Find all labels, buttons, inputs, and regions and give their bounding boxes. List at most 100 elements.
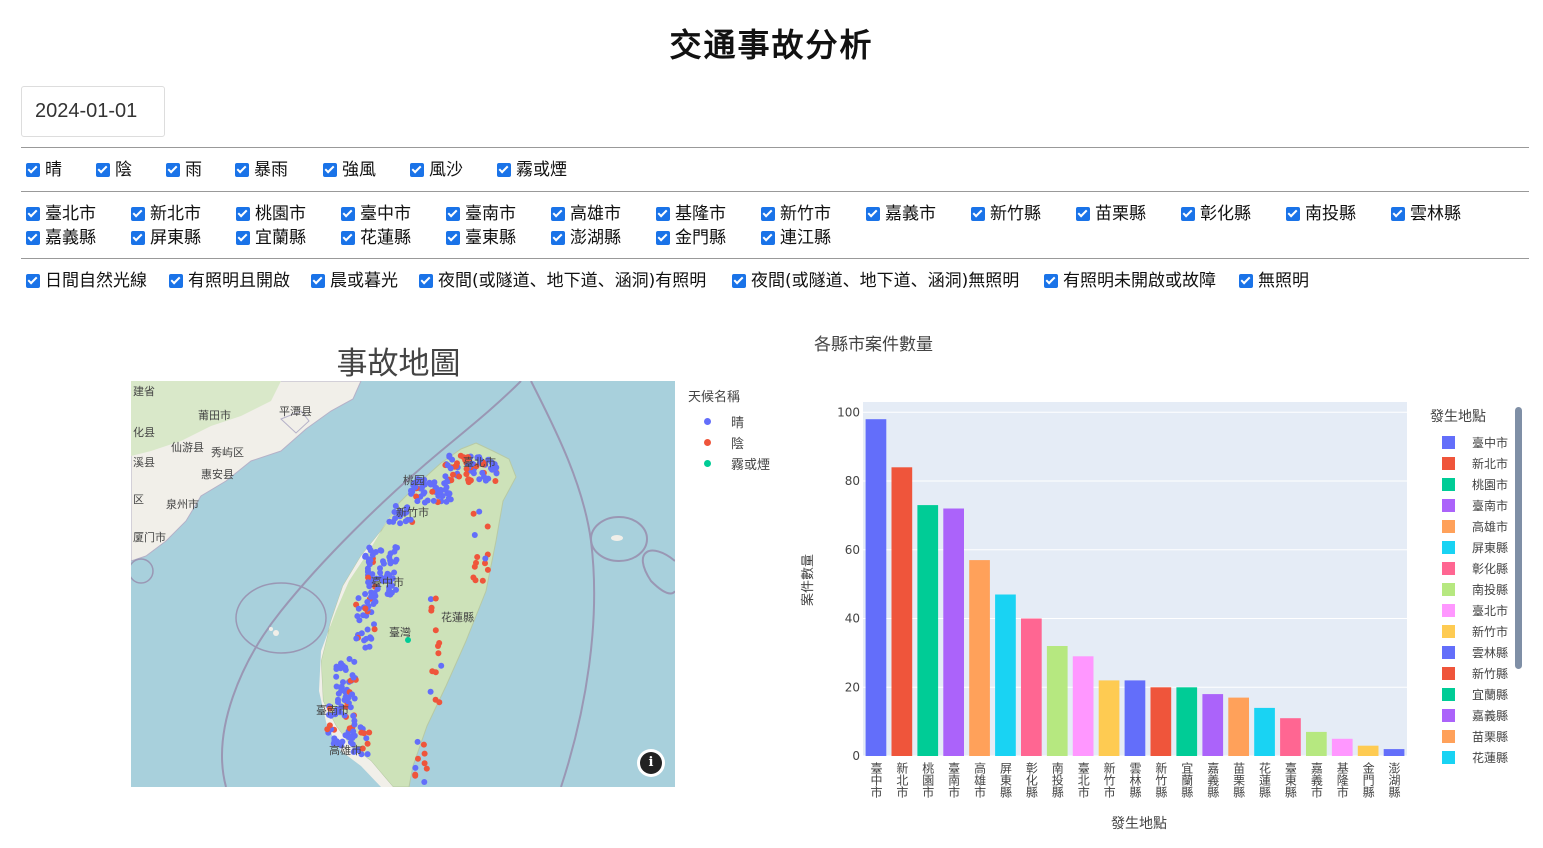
bar-legend-item[interactable]: 南投縣 [1430,579,1508,600]
light-checkbox[interactable]: 有照明且開啟 [169,271,290,291]
bar-legend-item[interactable]: 新竹縣 [1430,663,1508,684]
light-checkbox[interactable]: 晨或暮光 [311,271,398,291]
weather-checkbox[interactable]: 強風 [323,160,376,180]
checkbox-checked-icon[interactable] [26,231,40,245]
weather-checkbox[interactable]: 風沙 [410,160,463,180]
checkbox-checked-icon[interactable] [656,231,670,245]
bar-legend-item[interactable]: 臺南市 [1430,495,1508,516]
county-checkbox[interactable]: 雲林縣 [1391,204,1461,224]
weather-checkbox[interactable]: 晴 [26,160,62,180]
checkbox-checked-icon[interactable] [971,207,985,221]
checkbox-checked-icon[interactable] [323,163,337,177]
county-checkbox[interactable]: 連江縣 [761,228,831,248]
checkbox-checked-icon[interactable] [166,163,180,177]
checkbox-checked-icon[interactable] [169,274,183,288]
checkbox-checked-icon[interactable] [341,207,355,221]
weather-checkbox[interactable]: 霧或煙 [497,160,567,180]
checkbox-checked-icon[interactable] [656,207,670,221]
bar[interactable] [865,419,887,756]
bar-legend-item[interactable]: 桃園市 [1430,474,1508,495]
checkbox-checked-icon[interactable] [341,231,355,245]
bar-legend-item[interactable]: 臺北市 [1430,600,1508,621]
bar-legend-item[interactable]: 雲林縣 [1430,642,1508,663]
bar-legend-item[interactable]: 彰化縣 [1430,558,1508,579]
map-legend-item[interactable]: 陰 [688,432,770,453]
checkbox-checked-icon[interactable] [1181,207,1195,221]
checkbox-checked-icon[interactable] [236,207,250,221]
checkbox-checked-icon[interactable] [1391,207,1405,221]
weather-checkbox[interactable]: 雨 [166,160,202,180]
checkbox-checked-icon[interactable] [131,207,145,221]
light-checkbox[interactable]: 日間自然光線 [26,271,147,291]
checkbox-checked-icon[interactable] [551,231,565,245]
bar-legend-item[interactable]: 屏東縣 [1430,537,1508,558]
checkbox-checked-icon[interactable] [497,163,511,177]
bar-legend-item[interactable]: 臺中市 [1430,432,1508,453]
county-checkbox[interactable]: 高雄市 [551,204,621,224]
bar-legend-item[interactable]: 苗栗縣 [1430,726,1508,747]
bar[interactable] [1124,680,1146,756]
checkbox-checked-icon[interactable] [761,231,775,245]
checkbox-checked-icon[interactable] [1044,274,1058,288]
legend-scrollbar[interactable] [1515,407,1522,669]
bar[interactable] [969,560,990,756]
checkbox-checked-icon[interactable] [410,163,424,177]
checkbox-checked-icon[interactable] [311,274,325,288]
map-legend-item[interactable]: 霧或煙 [688,453,770,474]
bar-legend-item[interactable]: 新北市 [1430,453,1508,474]
light-checkbox[interactable]: 夜間(或隧道、地下道、涵洞)有照明 [419,271,706,291]
bar[interactable] [1228,697,1249,756]
bar[interactable] [891,467,913,756]
light-checkbox[interactable]: 無照明 [1239,271,1309,291]
county-checkbox[interactable]: 金門縣 [656,228,726,248]
county-checkbox[interactable]: 桃園市 [236,204,306,224]
county-checkbox[interactable]: 新北市 [131,204,201,224]
bar[interactable] [943,508,964,757]
bar[interactable] [1280,718,1301,756]
checkbox-checked-icon[interactable] [1286,207,1300,221]
county-checkbox[interactable]: 新竹縣 [971,204,1041,224]
bar[interactable] [1046,646,1068,756]
county-checkbox[interactable]: 臺東縣 [446,228,516,248]
county-checkbox[interactable]: 花蓮縣 [341,228,411,248]
map-info-icon[interactable]: i [640,752,662,774]
bar[interactable] [1306,731,1327,756]
map-legend-item[interactable]: 晴 [688,411,770,432]
checkbox-checked-icon[interactable] [1239,274,1253,288]
county-checkbox[interactable]: 嘉義縣 [26,228,96,248]
bar-legend-item[interactable]: 嘉義縣 [1430,705,1508,726]
checkbox-checked-icon[interactable] [866,207,880,221]
bar[interactable] [1021,618,1042,757]
checkbox-checked-icon[interactable] [446,207,460,221]
county-checkbox[interactable]: 臺中市 [341,204,411,224]
checkbox-checked-icon[interactable] [26,163,40,177]
county-checkbox[interactable]: 基隆市 [656,204,726,224]
checkbox-checked-icon[interactable] [26,207,40,221]
bar[interactable] [1072,656,1094,756]
county-checkbox[interactable]: 嘉義市 [866,204,936,224]
county-checkbox[interactable]: 南投縣 [1286,204,1356,224]
weather-checkbox[interactable]: 暴雨 [235,160,288,180]
light-checkbox[interactable]: 夜間(或隧道、地下道、涵洞)無照明 [732,271,1019,291]
checkbox-checked-icon[interactable] [1076,207,1090,221]
checkbox-checked-icon[interactable] [96,163,110,177]
date-picker-input[interactable]: 2024-01-01 [21,86,165,137]
bar-legend-item[interactable]: 宜蘭縣 [1430,684,1508,705]
county-checkbox[interactable]: 新竹市 [761,204,831,224]
bar[interactable] [1202,694,1224,756]
county-checkbox[interactable]: 苗栗縣 [1076,204,1146,224]
bar[interactable] [1331,738,1353,756]
checkbox-checked-icon[interactable] [732,274,746,288]
checkbox-checked-icon[interactable] [551,207,565,221]
weather-checkbox[interactable]: 陰 [96,160,132,180]
checkbox-checked-icon[interactable] [419,274,433,288]
county-checkbox[interactable]: 宜蘭縣 [236,228,306,248]
county-checkbox[interactable]: 臺北市 [26,204,96,224]
accident-map[interactable]: 建省 莆田市 平潭县 化县 仙游县 秀屿区 溪县 惠安县 区 泉州市 厦门市 臺… [131,381,675,787]
bar-legend-item[interactable]: 高雄市 [1430,516,1508,537]
bar-legend-item[interactable]: 花蓮縣 [1430,747,1508,765]
checkbox-checked-icon[interactable] [761,207,775,221]
bar[interactable] [1150,687,1172,756]
county-checkbox[interactable]: 屏東縣 [131,228,201,248]
checkbox-checked-icon[interactable] [26,274,40,288]
